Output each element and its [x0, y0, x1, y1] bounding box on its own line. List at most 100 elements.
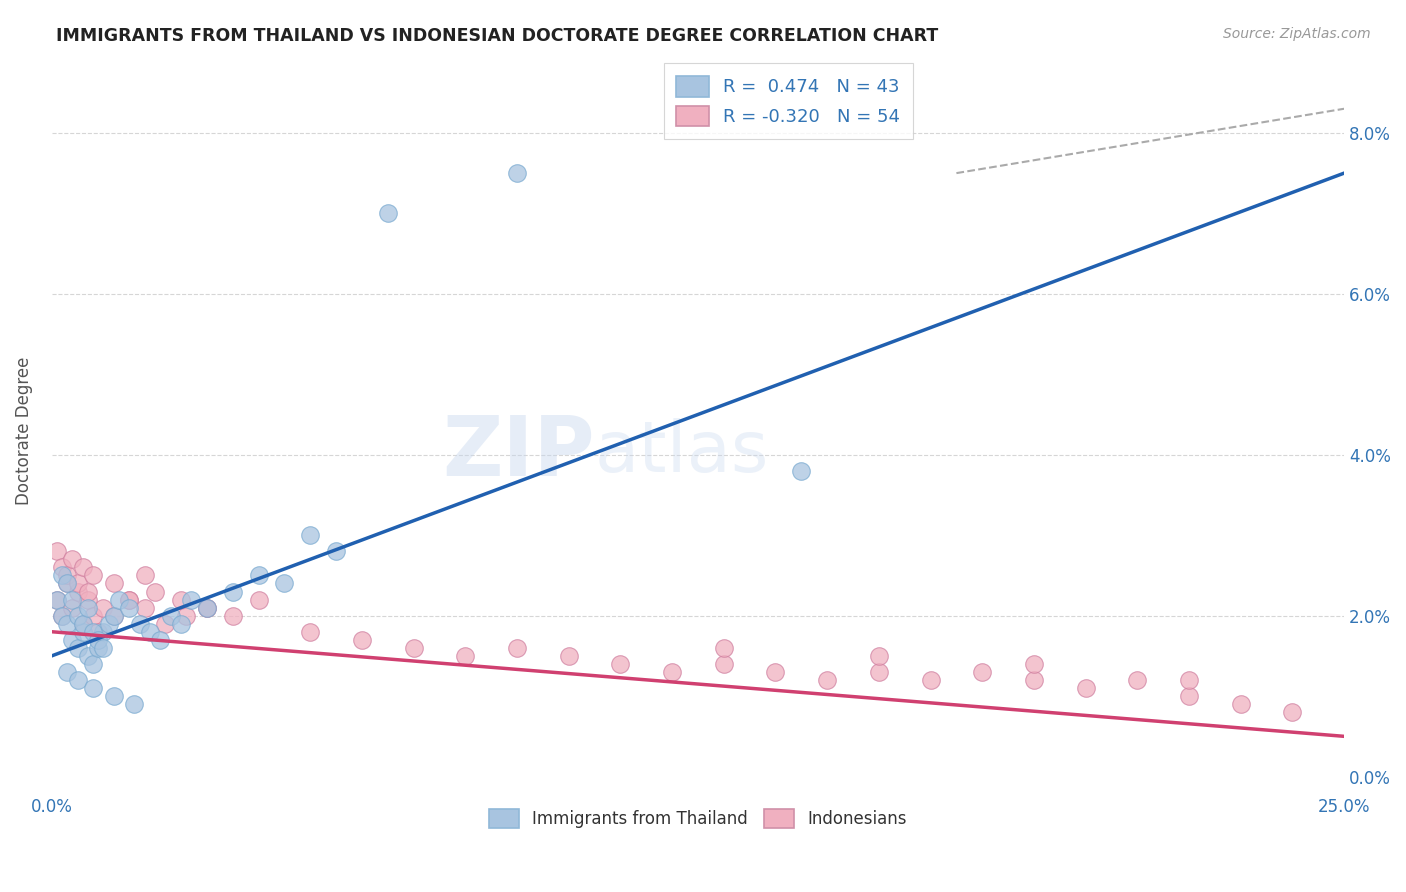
Point — [1022, 673, 1045, 687]
Point — [45, 592, 67, 607]
Point — [118, 600, 141, 615]
Point — [221, 608, 243, 623]
Point — [1074, 681, 1097, 695]
Text: atlas: atlas — [595, 417, 769, 487]
Point — [77, 600, 100, 615]
Point — [195, 600, 218, 615]
Point — [124, 697, 146, 711]
Point — [45, 544, 67, 558]
Point — [128, 616, 150, 631]
Point — [87, 624, 110, 639]
Point — [170, 592, 193, 607]
Point — [661, 665, 683, 679]
Point — [62, 632, 84, 647]
Point — [82, 681, 104, 695]
Point — [93, 600, 115, 615]
Point — [97, 616, 120, 631]
Point — [506, 166, 529, 180]
Point — [103, 608, 125, 623]
Point — [51, 608, 73, 623]
Point — [66, 584, 89, 599]
Text: Source: ZipAtlas.com: Source: ZipAtlas.com — [1223, 27, 1371, 41]
Point — [56, 616, 79, 631]
Point — [134, 568, 156, 582]
Point — [103, 608, 125, 623]
Point — [93, 640, 115, 655]
Point — [56, 576, 79, 591]
Text: ZIP: ZIP — [441, 412, 595, 492]
Point — [713, 640, 735, 655]
Point — [134, 600, 156, 615]
Point — [66, 640, 89, 655]
Point — [72, 616, 94, 631]
Point — [506, 640, 529, 655]
Point — [377, 206, 399, 220]
Point — [82, 568, 104, 582]
Point — [815, 673, 838, 687]
Point — [62, 552, 84, 566]
Point — [93, 624, 115, 639]
Point — [170, 616, 193, 631]
Point — [66, 576, 89, 591]
Point — [77, 592, 100, 607]
Point — [56, 665, 79, 679]
Point — [82, 608, 104, 623]
Point — [103, 576, 125, 591]
Point — [56, 576, 79, 591]
Point — [868, 648, 890, 663]
Point — [87, 632, 110, 647]
Point — [143, 584, 166, 599]
Point — [149, 632, 172, 647]
Point — [713, 657, 735, 671]
Point — [51, 568, 73, 582]
Point — [868, 665, 890, 679]
Point — [82, 624, 104, 639]
Point — [180, 592, 202, 607]
Point — [72, 560, 94, 574]
Point — [87, 640, 110, 655]
Point — [920, 673, 942, 687]
Point — [1281, 705, 1303, 719]
Point — [1229, 697, 1251, 711]
Point — [972, 665, 994, 679]
Point — [108, 592, 131, 607]
Point — [402, 640, 425, 655]
Point — [247, 592, 270, 607]
Point — [62, 600, 84, 615]
Point — [790, 464, 813, 478]
Point — [159, 608, 181, 623]
Point — [51, 560, 73, 574]
Point — [195, 600, 218, 615]
Y-axis label: Doctorate Degree: Doctorate Degree — [15, 357, 32, 505]
Point — [195, 600, 218, 615]
Point — [1126, 673, 1149, 687]
Point — [247, 568, 270, 582]
Point — [56, 568, 79, 582]
Point — [51, 608, 73, 623]
Point — [77, 648, 100, 663]
Point — [1178, 673, 1201, 687]
Point — [273, 576, 295, 591]
Point — [66, 608, 89, 623]
Point — [1022, 657, 1045, 671]
Point — [557, 648, 579, 663]
Point — [174, 608, 197, 623]
Point — [765, 665, 787, 679]
Point — [299, 624, 322, 639]
Point — [118, 592, 141, 607]
Point — [1178, 689, 1201, 703]
Point — [45, 592, 67, 607]
Point — [299, 528, 322, 542]
Point — [103, 689, 125, 703]
Point — [454, 648, 477, 663]
Point — [118, 592, 141, 607]
Point — [350, 632, 373, 647]
Point — [72, 616, 94, 631]
Point — [62, 592, 84, 607]
Point — [72, 624, 94, 639]
Point — [609, 657, 631, 671]
Legend: Immigrants from Thailand, Indonesians: Immigrants from Thailand, Indonesians — [482, 803, 914, 835]
Point — [325, 544, 347, 558]
Point — [221, 584, 243, 599]
Point — [77, 584, 100, 599]
